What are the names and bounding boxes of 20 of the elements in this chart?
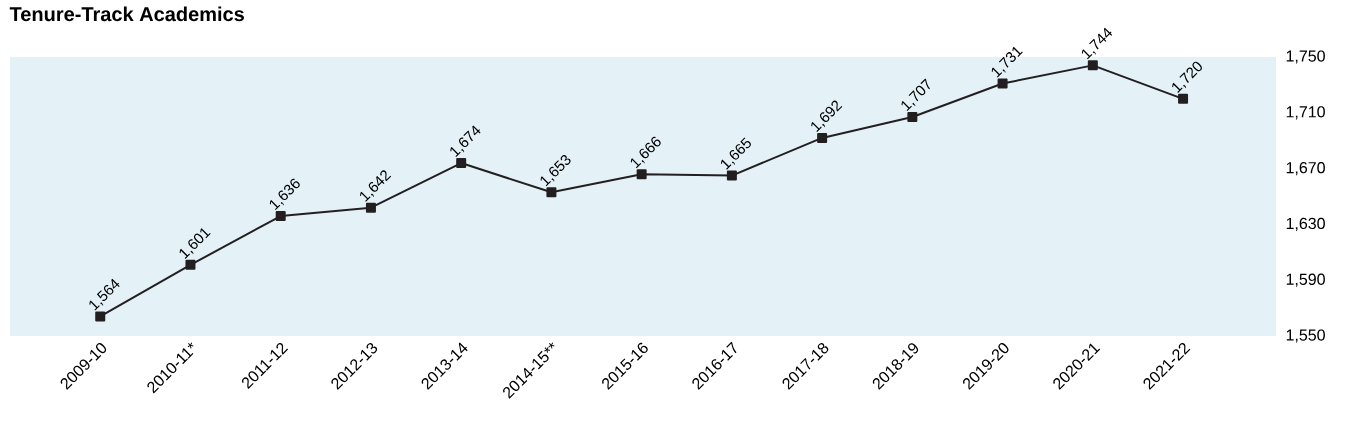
- point: [365, 202, 376, 213]
- point: [726, 170, 737, 181]
- y-tick-label: 1,670: [1286, 162, 1325, 176]
- point: [907, 111, 918, 122]
- point: [1178, 93, 1189, 104]
- point: [997, 78, 1008, 89]
- y-tick-label: 1,630: [1286, 217, 1325, 231]
- y-tick-label: 1,590: [1286, 273, 1325, 287]
- point: [95, 311, 106, 322]
- point: [275, 211, 286, 222]
- point: [636, 169, 647, 180]
- point: [185, 259, 196, 270]
- point: [546, 187, 557, 198]
- y-tick-label: 1,750: [1286, 50, 1325, 64]
- chart-title: Tenure-Track Academics: [9, 6, 244, 22]
- y-tick-label: 1,710: [1286, 106, 1325, 120]
- point: [817, 132, 828, 143]
- point: [456, 158, 467, 169]
- point: [1087, 60, 1098, 71]
- y-tick-label: 1,550: [1286, 329, 1325, 343]
